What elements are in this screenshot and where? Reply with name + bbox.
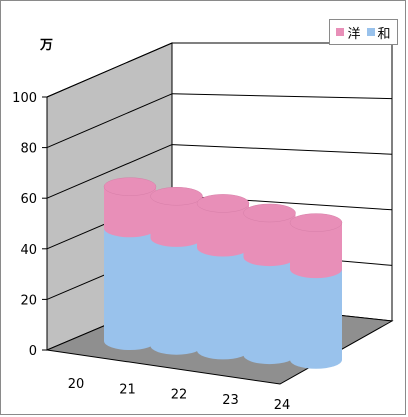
gridline-left-60 [46,144,173,199]
bar-wa-21 [150,237,203,355]
bar-yo-20 [104,186,156,238]
y-tick-label-40: 40 [20,243,37,258]
legend-item-yo: 洋 [336,23,361,42]
legend-label-yo: 洋 [347,26,361,42]
x-tick-label-23: 23 [222,393,239,408]
x-tick-label-21: 21 [119,382,136,397]
bar-cap-22 [196,194,250,213]
y-tick-label-20: 20 [20,293,37,308]
bar-yo-21 [150,196,203,247]
bar-yo-24 [290,222,342,279]
gridline-left-80 [46,93,173,149]
legend-label-wa: 和 [377,26,391,42]
bar-cap-24 [289,213,343,232]
y-axis-unit-label: 万 [40,38,54,53]
x-tick-label-22: 22 [171,388,188,403]
y-tick-label-80: 80 [20,142,37,157]
bar-wa-24 [290,269,342,369]
gridline-back-60 [171,144,393,155]
x-tick-label-20: 20 [68,377,85,392]
bar-cap-23 [243,203,296,223]
bar-wa-23 [243,257,296,365]
bar-wa-22 [197,247,249,360]
legend-item-wa: 和 [366,23,391,42]
bar-cap-21 [150,187,203,206]
bar-yo-22 [197,203,249,257]
legend-swatch-wa [366,28,375,36]
bar-cap-20 [103,177,157,196]
gridline-left-100 [46,42,173,98]
legend-swatch-yo [336,28,345,36]
bar-yo-23 [243,213,296,267]
y-tick-label-100: 100 [12,91,37,106]
x-tick-label-24: 24 [274,398,291,413]
chart-legend: 洋 和 [329,19,398,45]
bar-wa-20 [104,228,156,350]
y-tick-label-60: 60 [20,192,37,207]
y-tick-label-0: 0 [29,344,37,359]
gridline-back-80 [171,93,393,100]
